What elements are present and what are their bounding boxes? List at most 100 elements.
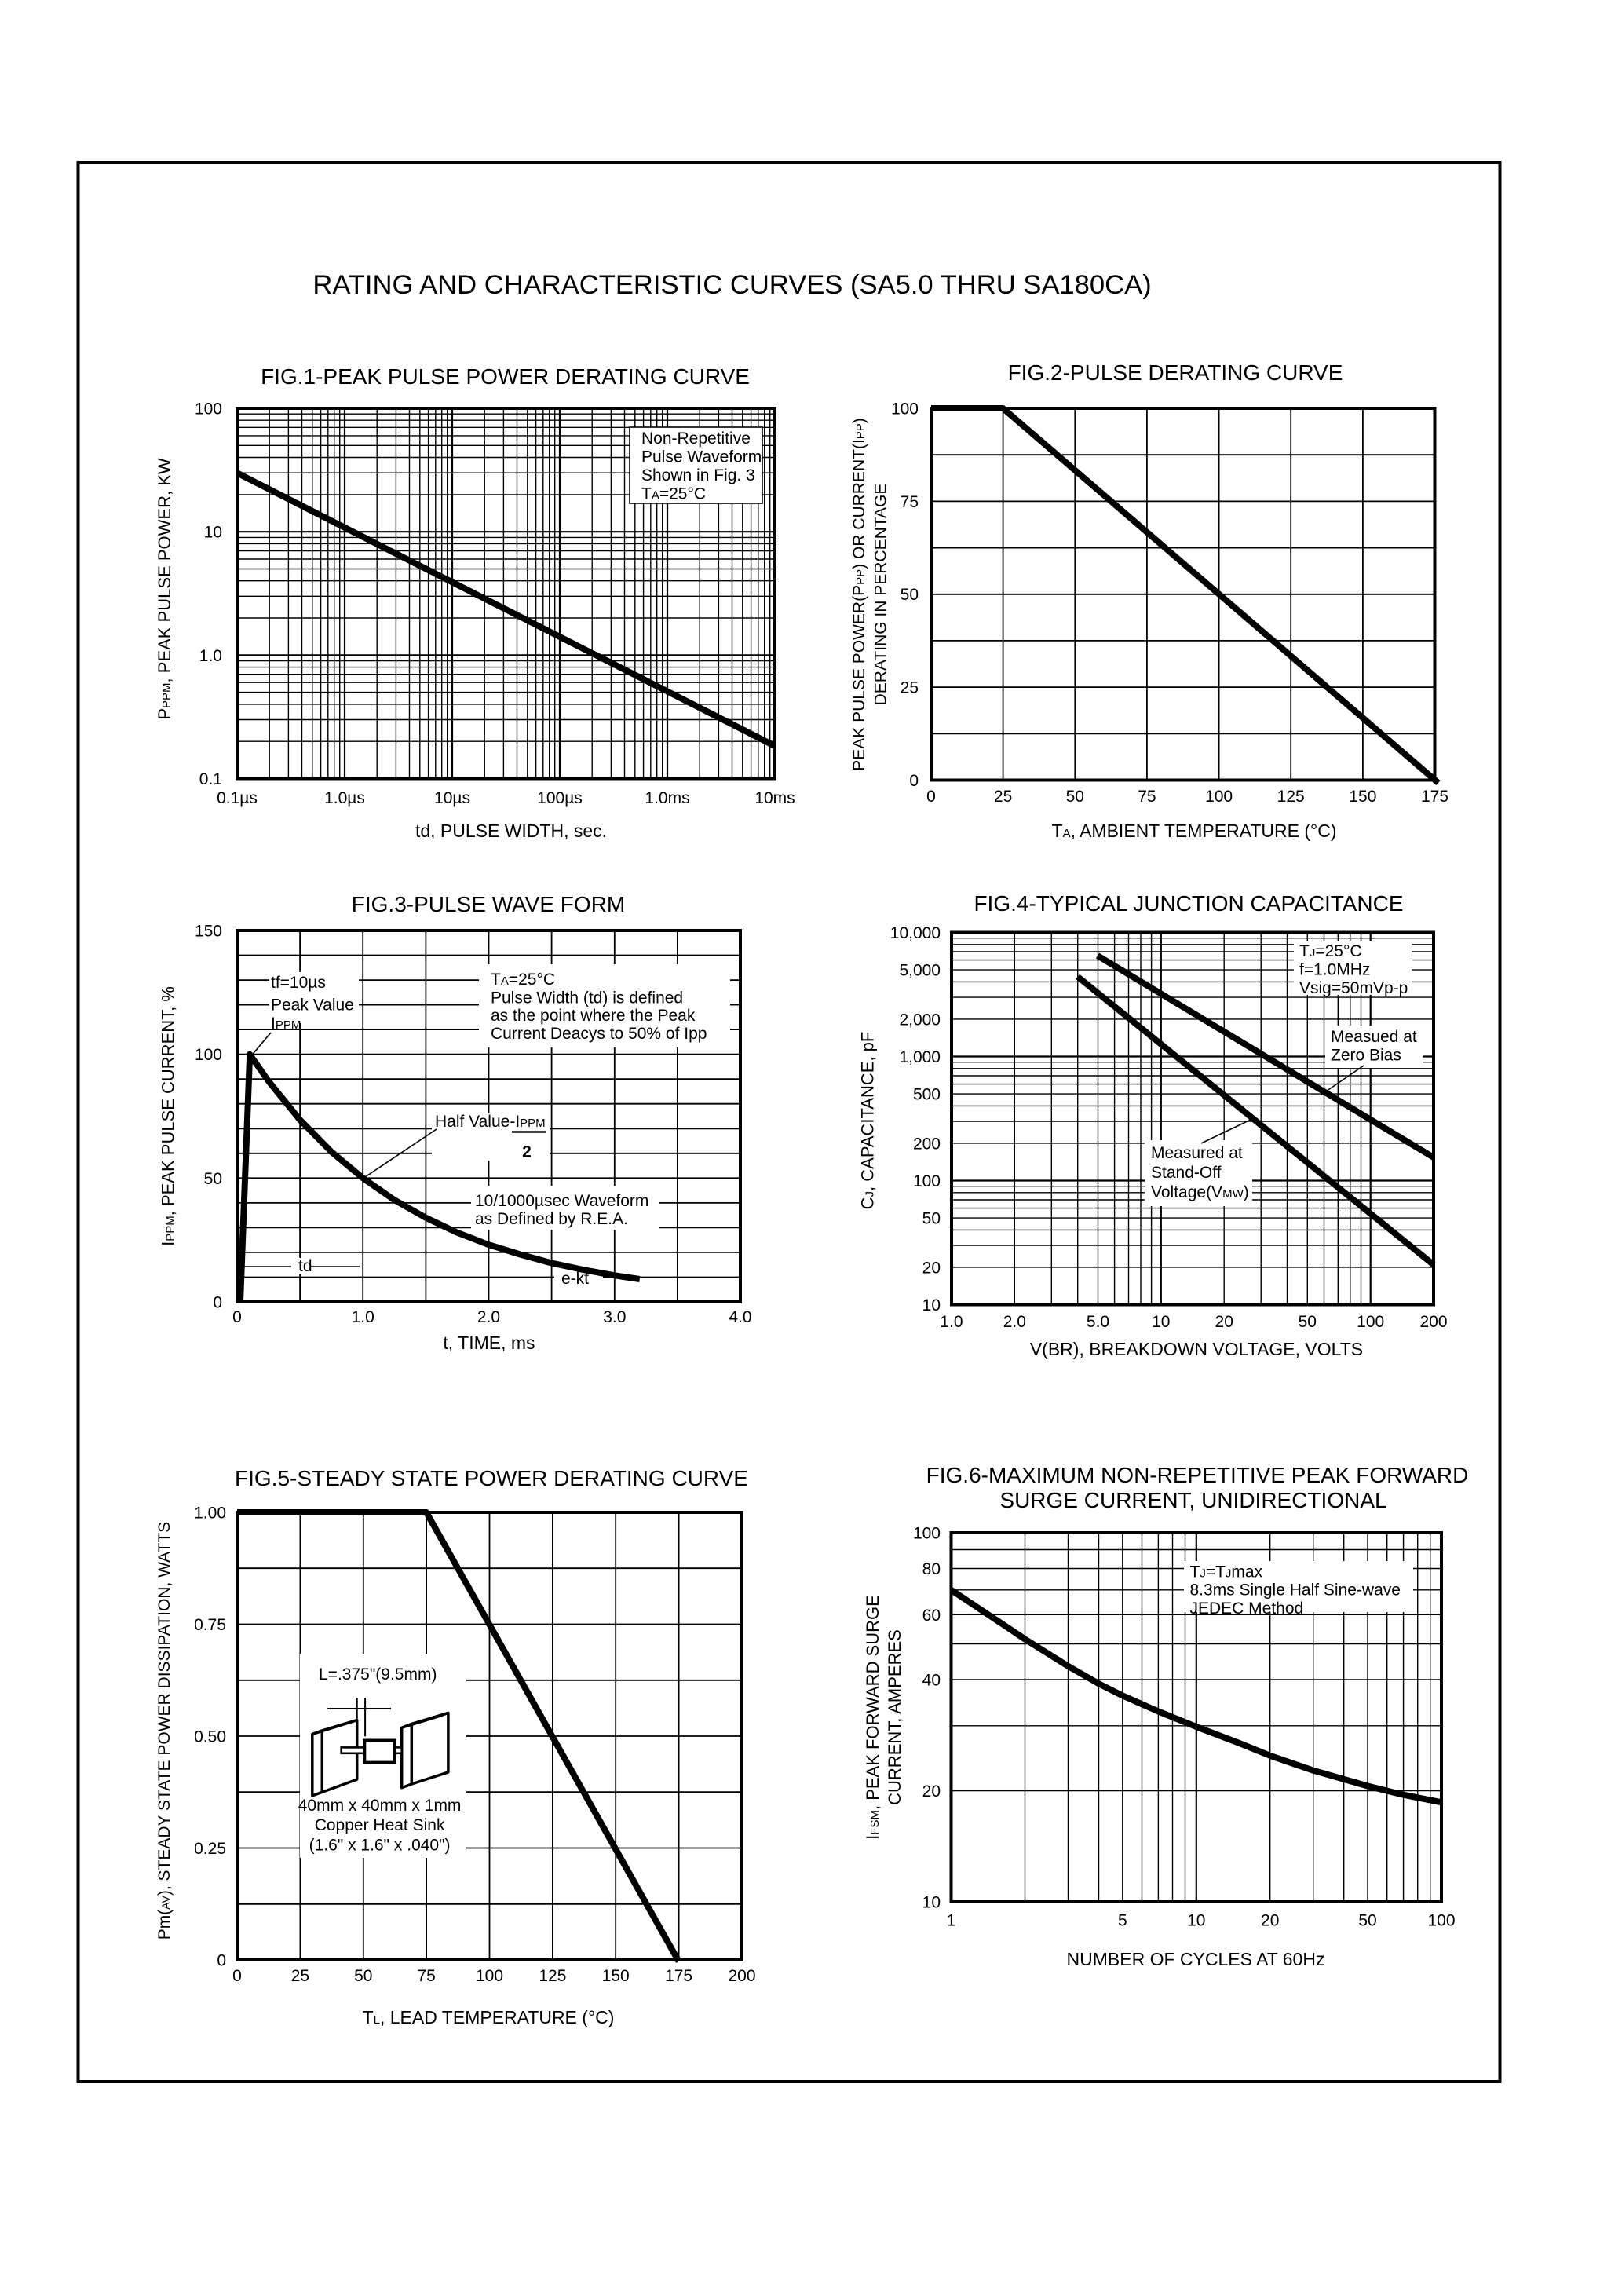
svg-text:50: 50 [204,1170,222,1188]
svg-text:100: 100 [913,1525,941,1543]
svg-text:FIG.5-STEADY STATE POWER DERAT: FIG.5-STEADY STATE POWER DERATING CURVE [235,1466,748,1490]
svg-text:1.0µs: 1.0µs [324,789,365,807]
svg-text:Current Deacys to 50% of Ipp: Current Deacys to 50% of Ipp [491,1025,707,1043]
svg-text:150: 150 [1349,788,1376,806]
svg-text:100: 100 [1427,1912,1455,1930]
svg-text:100: 100 [913,1172,941,1190]
svg-text:Measured at: Measured at [1151,1144,1243,1162]
svg-text:20: 20 [1215,1313,1233,1331]
svg-text:10,000: 10,000 [890,924,941,942]
svg-text:Vsig=50mVp-p: Vsig=50mVp-p [1299,979,1408,997]
svg-text:2.0: 2.0 [1003,1313,1026,1331]
svg-text:50: 50 [1299,1313,1317,1331]
svg-text:IPPM: IPPM [271,1015,301,1033]
svg-text:50: 50 [922,1210,941,1228]
svg-text:Pm(AV), STEADY STATE POWER DIS: Pm(AV), STEADY STATE POWER DISSIPATION, … [155,1522,174,1940]
svg-text:200: 200 [728,1967,755,1985]
svg-text:3.0: 3.0 [603,1308,626,1326]
svg-text:PPPM, PEAK PULSE POWER, KW: PPPM, PEAK PULSE POWER, KW [155,458,174,720]
svg-text:100: 100 [891,400,919,419]
svg-text:50: 50 [1358,1912,1376,1930]
svg-text:Zero Bias: Zero Bias [1331,1047,1401,1065]
svg-text:FIG.2-PULSE DERATING CURVE: FIG.2-PULSE DERATING CURVE [1008,360,1343,385]
svg-text:10: 10 [204,524,222,542]
svg-text:L=.375"(9.5mm): L=.375"(9.5mm) [319,1665,437,1684]
svg-text:Voltage(VMW): Voltage(VMW) [1151,1183,1249,1201]
svg-text:25: 25 [994,788,1012,806]
svg-text:1: 1 [947,1912,956,1930]
svg-text:40mm x 40mm x 1mm: 40mm x 40mm x 1mm [298,1797,462,1815]
svg-text:RATING AND CHARACTERISTIC CURV: RATING AND CHARACTERISTIC CURVES (SA5.0 … [312,270,1151,300]
svg-text:SURGE CURRENT, UNIDIRECTIONAL: SURGE CURRENT, UNIDIRECTIONAL [999,1488,1386,1512]
svg-text:50: 50 [1066,788,1084,806]
svg-text:1.0: 1.0 [352,1308,374,1326]
svg-text:5.0: 5.0 [1087,1313,1109,1331]
svg-text:0: 0 [213,1294,222,1312]
svg-text:(1.6" x 1.6" x .040"): (1.6" x 1.6" x .040") [309,1836,451,1854]
svg-text:IPPM, PEAK PULSE CURRENT, %: IPPM, PEAK PULSE CURRENT, % [159,986,178,1246]
svg-text:10/1000µsec Waveform: 10/1000µsec Waveform [475,1192,648,1210]
svg-text:5: 5 [1118,1912,1127,1930]
svg-text:1.0: 1.0 [940,1313,963,1331]
svg-text:Half Value-IPPM: Half Value-IPPM [435,1113,546,1131]
svg-text:0: 0 [926,788,936,806]
svg-text:0: 0 [909,772,919,790]
svg-text:Peak Value: Peak Value [271,996,354,1015]
svg-text:150: 150 [195,923,222,941]
svg-text:125: 125 [1277,788,1305,806]
svg-text:50: 50 [901,586,919,604]
svg-text:Non-Repetitive: Non-Repetitive [641,430,751,448]
svg-text:V(BR), BREAKDOWN VOLTAGE, VOLT: V(BR), BREAKDOWN VOLTAGE, VOLTS [1030,1339,1363,1359]
svg-text:500: 500 [913,1086,941,1104]
svg-text:FIG.6-MAXIMUM NON-REPETITIVE P: FIG.6-MAXIMUM NON-REPETITIVE PEAK FORWAR… [926,1463,1469,1487]
svg-text:100: 100 [195,400,222,419]
svg-text:0: 0 [217,1952,226,1970]
svg-text:5,000: 5,000 [899,962,941,980]
svg-text:10: 10 [1187,1912,1205,1930]
svg-text:0.1µs: 0.1µs [217,789,258,807]
svg-text:TA=25°C: TA=25°C [491,971,555,989]
svg-text:100: 100 [195,1046,222,1064]
svg-text:200: 200 [1419,1313,1447,1331]
svg-text:8.3ms Single Half Sine-wave: 8.3ms Single Half Sine-wave [1190,1581,1401,1600]
svg-text:Measued at: Measued at [1331,1028,1417,1046]
svg-text:IFSM, PEAK FORWARD SURGE: IFSM, PEAK FORWARD SURGE [863,1595,882,1840]
svg-text:10: 10 [922,1296,941,1314]
svg-text:TA=25°C: TA=25°C [641,485,706,503]
svg-text:100: 100 [476,1967,503,1985]
svg-text:20: 20 [922,1259,941,1277]
svg-text:Pulse Waveform: Pulse Waveform [641,448,762,466]
svg-text:25: 25 [901,679,919,697]
svg-text:CJ, CAPACITANCE, pF: CJ, CAPACITANCE, pF [858,1032,878,1210]
svg-text:NUMBER OF CYCLES AT 60Hz: NUMBER OF CYCLES AT 60Hz [1067,1949,1325,1969]
svg-text:0: 0 [232,1308,242,1326]
svg-text:TA, AMBIENT TEMPERATURE (°C): TA, AMBIENT TEMPERATURE (°C) [1052,821,1337,841]
svg-text:150: 150 [602,1967,630,1985]
svg-text:CURRENT, AMPERES: CURRENT, AMPERES [885,1629,904,1805]
svg-text:1.0: 1.0 [199,647,222,665]
svg-text:40: 40 [922,1672,941,1690]
svg-text:td: td [298,1257,312,1275]
svg-text:20: 20 [922,1782,941,1801]
svg-text:75: 75 [901,493,919,511]
svg-text:100: 100 [1357,1313,1384,1331]
svg-text:175: 175 [665,1967,692,1985]
svg-text:0.25: 0.25 [194,1840,226,1858]
svg-text:100: 100 [1205,788,1233,806]
svg-text:2,000: 2,000 [899,1011,941,1029]
svg-text:80: 80 [922,1560,941,1578]
svg-text:125: 125 [539,1967,566,1985]
svg-text:Pulse Width (td) is defined: Pulse Width (td) is defined [491,989,683,1007]
svg-text:0.50: 0.50 [194,1728,226,1746]
svg-text:10: 10 [922,1894,941,1912]
svg-text:75: 75 [417,1967,435,1985]
svg-text:TJ=25°C: TJ=25°C [1299,942,1362,960]
svg-text:60: 60 [922,1607,941,1625]
svg-text:e-kt: e-kt [561,1270,589,1288]
svg-text:as the point where the Peak: as the point where the Peak [491,1007,696,1025]
svg-text:1.0ms: 1.0ms [645,789,689,807]
svg-text:Copper Heat Sink: Copper Heat Sink [315,1816,445,1834]
svg-text:FIG.1-PEAK PULSE POWER DERATIN: FIG.1-PEAK PULSE POWER DERATING CURVE [261,364,750,389]
svg-text:1,000: 1,000 [899,1048,941,1066]
svg-text:Shown in Fig. 3: Shown in Fig. 3 [641,466,755,484]
